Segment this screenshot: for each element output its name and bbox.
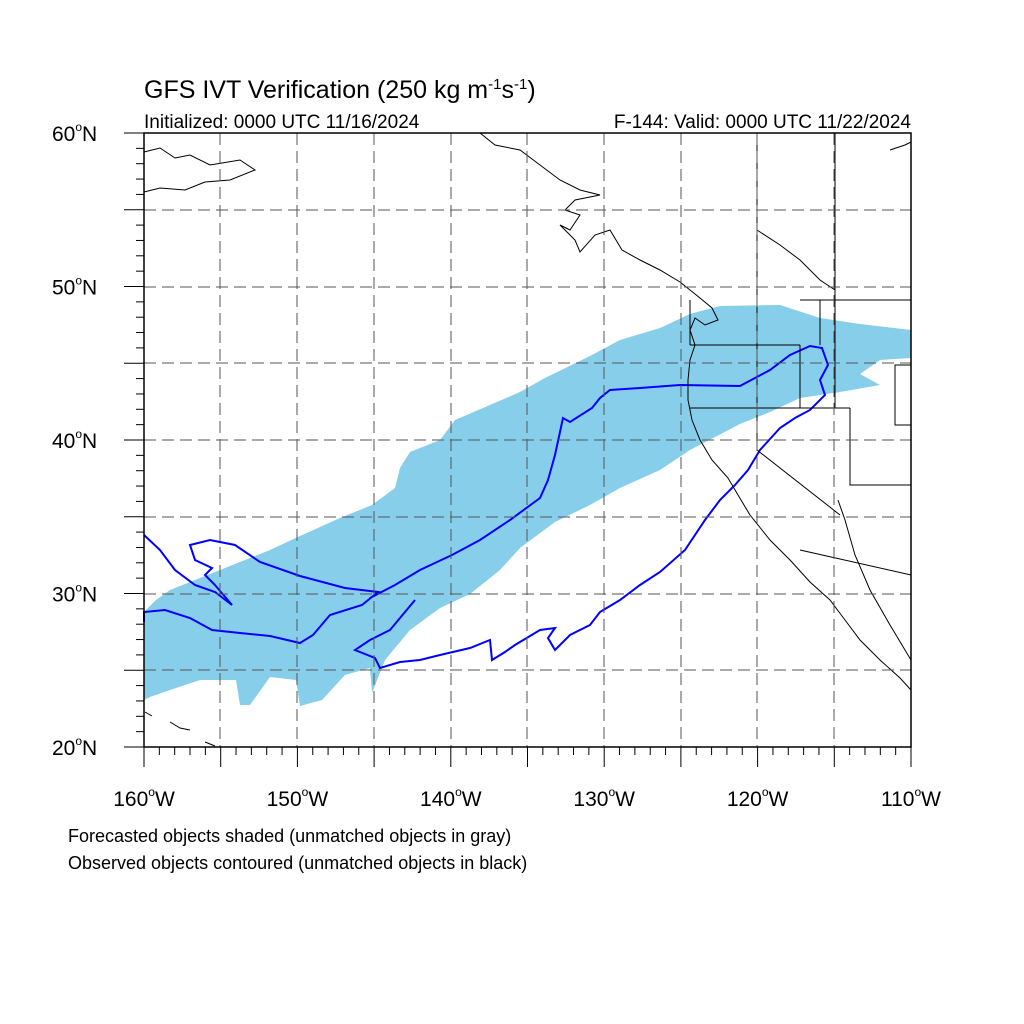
graticule [144, 133, 911, 747]
lat-label: 60oN [52, 120, 97, 146]
map-title: GFS IVT Verification (250 kg m-1s-1) [144, 76, 536, 104]
lat-label: 50oN [52, 274, 97, 300]
observed-note: Observed objects contoured (unmatched ob… [68, 853, 527, 873]
lon-label: 160oW [113, 785, 175, 811]
latitude-labels: 60oN 50oN 40oN 30oN 20oN [52, 120, 97, 760]
lon-label: 130oW [573, 785, 635, 811]
longitude-labels: 160oW 150oW 140oW 130oW 120oW 110oW [113, 785, 941, 811]
coastlines [143, 132, 912, 747]
lat-label: 30oN [52, 581, 97, 607]
forecast-ivt-object [144, 305, 911, 706]
tick-marks [124, 132, 912, 767]
lat-label: 40oN [52, 427, 97, 453]
lat-label: 20oN [52, 734, 97, 760]
lon-label: 150oW [267, 785, 329, 811]
lon-label: 120oW [727, 785, 789, 811]
init-time-label: Initialized: 0000 UTC 11/16/2024 [144, 112, 420, 133]
lon-label: 140oW [420, 785, 482, 811]
observed-ivt-contour-west [143, 344, 830, 670]
valid-time-label: F-144: Valid: 0000 UTC 11/22/2024 [614, 112, 912, 133]
lon-label: 110oW [881, 785, 941, 811]
forecast-note: Forecasted objects shaded (unmatched obj… [68, 826, 511, 846]
